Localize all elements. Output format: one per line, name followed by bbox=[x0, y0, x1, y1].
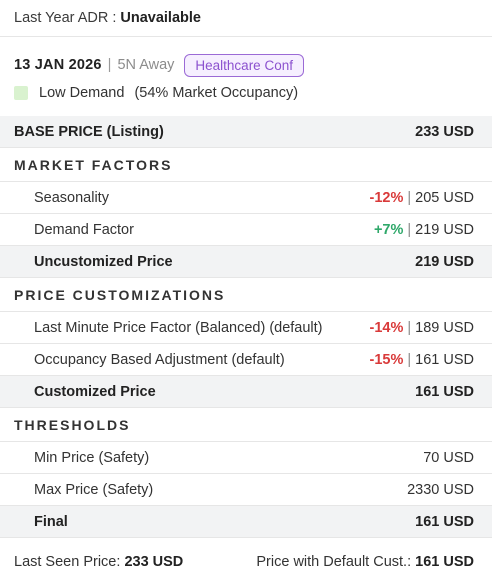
thresholds-heading: THRESHOLDS bbox=[0, 408, 492, 442]
min-price-row: Min Price (Safety) 70 USD bbox=[0, 442, 492, 474]
footer-summary: Last Seen Price: 233 USD Price with Defa… bbox=[0, 545, 492, 578]
last-minute-factor-label: Last Minute Price Factor (Balanced) (def… bbox=[34, 319, 323, 336]
base-price-value: 233 USD bbox=[415, 123, 474, 140]
market-occupancy: (54% Market Occupancy) bbox=[134, 85, 299, 101]
demand-color-swatch bbox=[14, 86, 28, 100]
occupancy-adjustment-price: 161 USD bbox=[415, 351, 474, 368]
occupancy-adjustment-label: Occupancy Based Adjustment (default) bbox=[34, 351, 285, 368]
final-price-value: 161 USD bbox=[415, 513, 474, 530]
default-cust-label: Price with Default Cust.: bbox=[256, 553, 412, 570]
uncustomized-price-label: Uncustomized Price bbox=[34, 253, 173, 270]
seasonality-row: Seasonality -12% | 205 USD bbox=[0, 182, 492, 214]
demand-factor-label: Demand Factor bbox=[34, 221, 134, 238]
default-cust-value: 161 USD bbox=[415, 553, 474, 570]
customized-price-value: 161 USD bbox=[415, 383, 474, 400]
base-price-row: BASE PRICE (Listing) 233 USD bbox=[0, 116, 492, 148]
demand-factor-value: +7% | 219 USD bbox=[373, 221, 474, 238]
last-year-adr-label: Last Year ADR : bbox=[14, 10, 117, 26]
default-cust-price: Price with Default Cust.: 161 USD bbox=[256, 554, 474, 570]
demand-level: Low Demand bbox=[39, 85, 125, 101]
event-badge[interactable]: Healthcare Conf bbox=[184, 53, 304, 77]
customized-price-label: Customized Price bbox=[34, 383, 156, 400]
last-minute-factor-value: -14% | 189 USD bbox=[369, 319, 474, 336]
date-separator: | bbox=[107, 57, 112, 73]
demand-row: Low Demand (54% Market Occupancy) bbox=[0, 80, 492, 106]
occupancy-adjustment-pct: -15% bbox=[369, 351, 404, 368]
last-minute-factor-pct: -14% bbox=[369, 319, 404, 336]
min-price-value: 70 USD bbox=[423, 449, 474, 466]
seasonality-label: Seasonality bbox=[34, 189, 109, 206]
market-factors-heading: MARKET FACTORS bbox=[0, 148, 492, 182]
price-table: BASE PRICE (Listing) 233 USD MARKET FACT… bbox=[0, 116, 492, 538]
final-price-row: Final 161 USD bbox=[0, 506, 492, 538]
final-price-label: Final bbox=[34, 513, 68, 530]
demand-factor-price: 219 USD bbox=[415, 221, 474, 238]
occupancy-adjustment-value: -15% | 161 USD bbox=[369, 351, 474, 368]
max-price-label: Max Price (Safety) bbox=[34, 481, 154, 498]
last-minute-factor-price: 189 USD bbox=[415, 319, 474, 336]
seasonality-price: 205 USD bbox=[415, 189, 474, 206]
last-year-adr-value: Unavailable bbox=[120, 10, 201, 26]
last-minute-factor-row: Last Minute Price Factor (Balanced) (def… bbox=[0, 312, 492, 344]
date-row: 13 JAN 2026 | 5N Away Healthcare Conf bbox=[0, 52, 492, 78]
seasonality-pct: -12% bbox=[369, 189, 404, 206]
occupancy-adjustment-row: Occupancy Based Adjustment (default) -15… bbox=[0, 344, 492, 376]
max-price-value: 2330 USD bbox=[407, 481, 474, 498]
max-price-row: Max Price (Safety) 2330 USD bbox=[0, 474, 492, 506]
uncustomized-price-row: Uncustomized Price 219 USD bbox=[0, 246, 492, 278]
base-price-label: BASE PRICE (Listing) bbox=[14, 123, 164, 140]
uncustomized-price-value: 219 USD bbox=[415, 253, 474, 270]
demand-factor-row: Demand Factor +7% | 219 USD bbox=[0, 214, 492, 246]
last-seen-value: 233 USD bbox=[124, 553, 184, 570]
customized-price-row: Customized Price 161 USD bbox=[0, 376, 492, 408]
stay-date: 13 JAN 2026 bbox=[14, 57, 102, 73]
last-year-adr: Last Year ADR : Unavailable bbox=[0, 0, 492, 37]
min-price-label: Min Price (Safety) bbox=[34, 449, 150, 466]
seasonality-value: -12% | 205 USD bbox=[369, 189, 474, 206]
demand-factor-pct: +7% bbox=[373, 221, 404, 238]
last-seen-price: Last Seen Price: 233 USD bbox=[14, 554, 183, 570]
price-customizations-heading: PRICE CUSTOMIZATIONS bbox=[0, 278, 492, 312]
days-away: 5N Away bbox=[117, 57, 175, 73]
last-seen-label: Last Seen Price: bbox=[14, 553, 121, 570]
